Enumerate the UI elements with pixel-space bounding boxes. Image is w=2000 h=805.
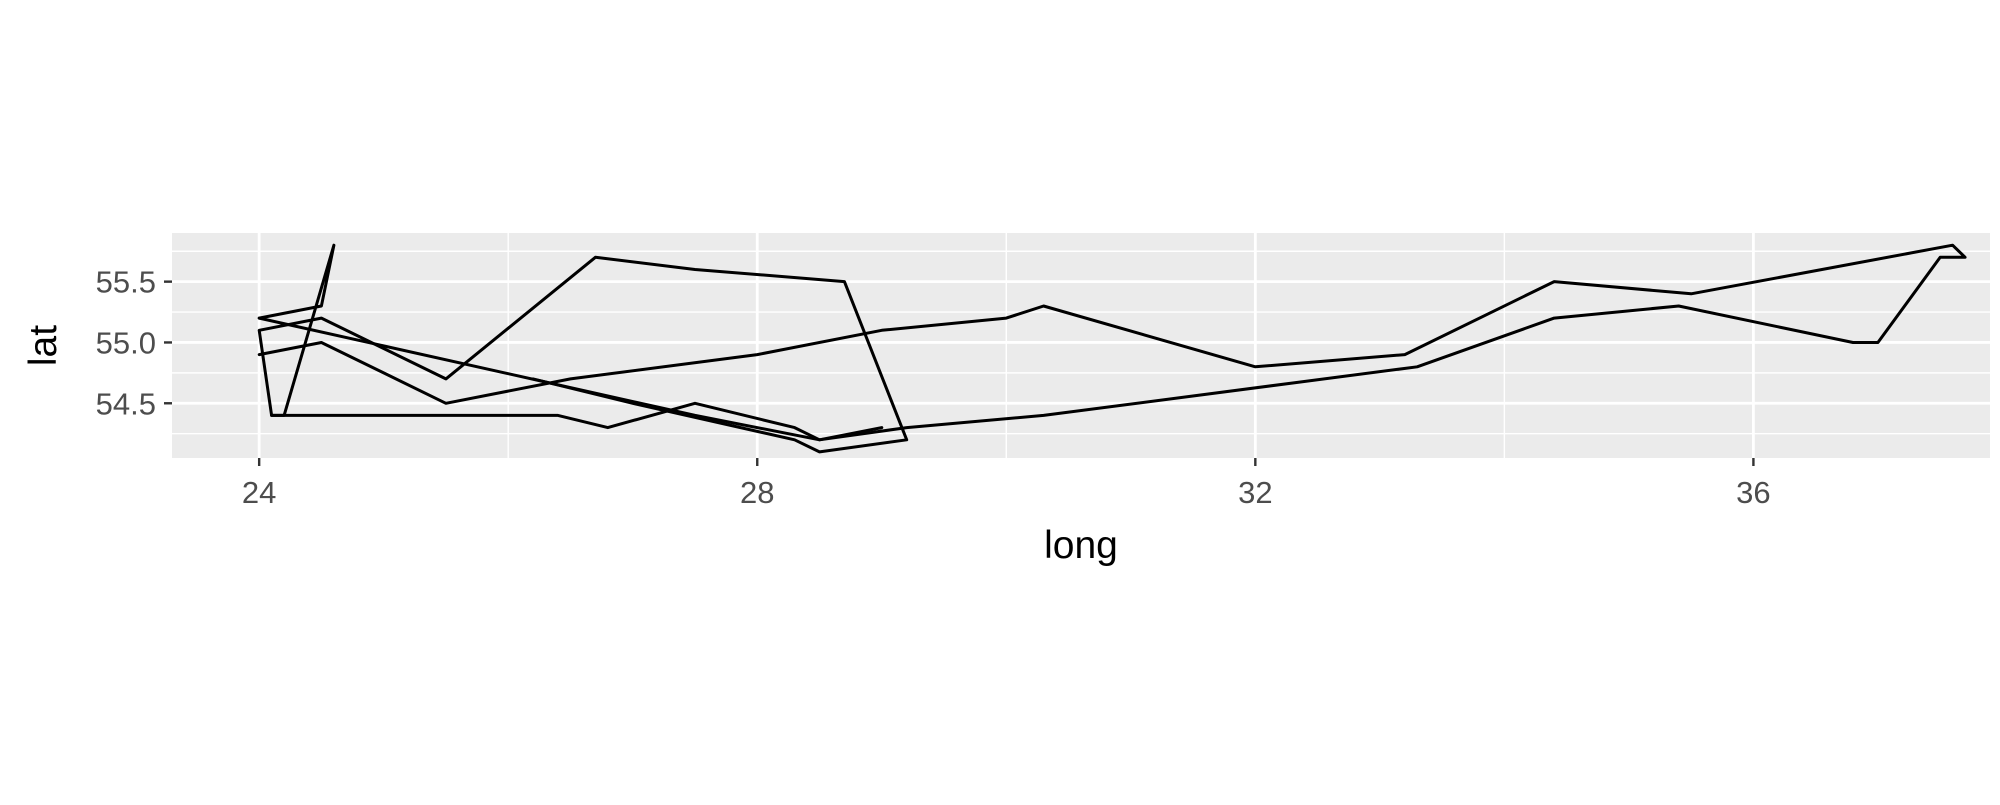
x-axis: 24 28 32 36	[242, 458, 1771, 510]
series-path-2	[257, 243, 1967, 442]
x-axis-label: long	[1044, 524, 1118, 567]
major-gridlines	[172, 233, 1990, 458]
y-tick-label: 55.5	[96, 265, 156, 300]
x-tick-label: 28	[740, 475, 774, 510]
y-tick-label: 54.5	[96, 386, 156, 421]
x-tick-label: 24	[242, 475, 276, 510]
series-path-3	[270, 401, 884, 442]
y-axis-label: lat	[22, 325, 65, 366]
series-paths	[257, 243, 1967, 454]
y-tick-label: 55.0	[96, 325, 156, 360]
x-tick-label: 36	[1736, 475, 1770, 510]
minor-gridlines	[172, 233, 1990, 458]
y-axis: 54.5 55.0 55.5	[96, 265, 172, 421]
plot-panel	[172, 233, 1990, 458]
x-tick-label: 32	[1238, 475, 1272, 510]
